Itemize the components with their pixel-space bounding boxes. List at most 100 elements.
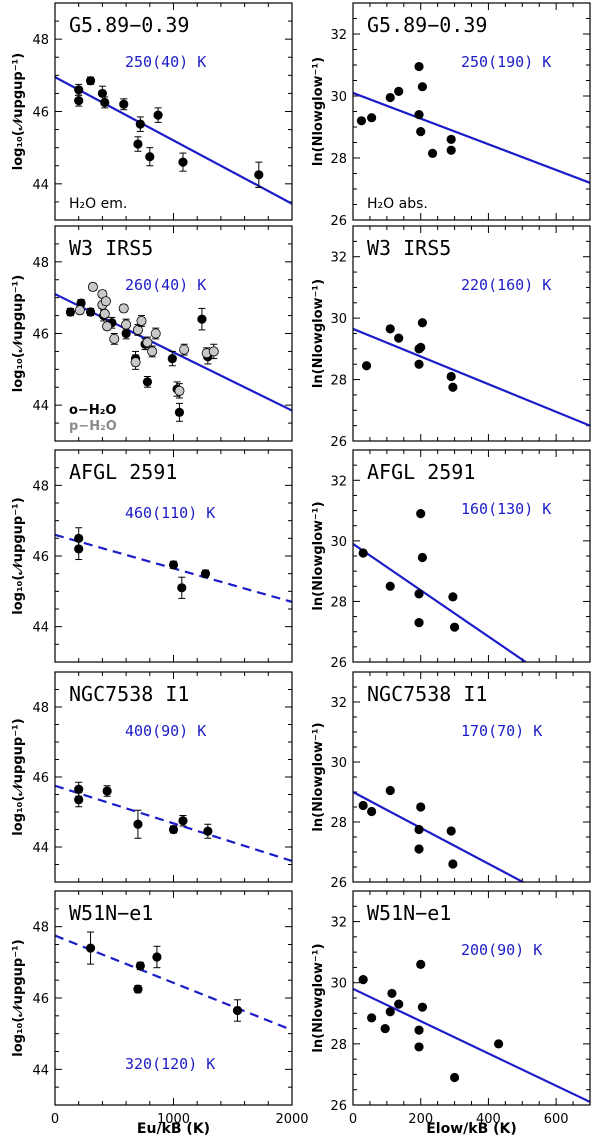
y-tick-label: 48 xyxy=(32,256,49,271)
panel-left-1: 44 46 48 G5.89−0.39 250(40) K H₂O em. log₁₀(𝒩u… xyxy=(11,2,293,221)
data-point xyxy=(136,315,147,326)
y-axis-label: log₁₀(𝒩upgup⁻¹) xyxy=(11,718,26,835)
y-tick-label: 44 xyxy=(32,621,49,636)
data-point xyxy=(85,76,96,86)
data-point xyxy=(179,344,190,355)
y-tick-label: 48 xyxy=(32,479,49,494)
temperature-label: 220(160) K xyxy=(461,276,551,294)
data-point xyxy=(367,806,377,817)
data-point xyxy=(130,357,141,368)
data-point xyxy=(150,328,161,339)
data-point xyxy=(387,988,397,999)
y-tick-label: 48 xyxy=(32,33,49,48)
y-tick-label: 44 xyxy=(32,841,49,856)
data-point xyxy=(174,407,185,417)
y-tick-label: 46 xyxy=(32,550,49,565)
data-point xyxy=(385,1007,395,1017)
data-point xyxy=(145,152,155,162)
panel-right-2: 26 28 30 32 W3 IRS5 220(160) K ln(Nlowglow⁻¹) xyxy=(311,225,591,450)
y-tick-label: 28 xyxy=(330,595,347,610)
data-point xyxy=(448,592,458,602)
plot-frame xyxy=(54,449,293,663)
data-point xyxy=(118,303,129,314)
panel-title: NGC7538 I1 xyxy=(367,682,487,706)
x-tick-label: 600 xyxy=(544,1112,569,1127)
data-point xyxy=(197,314,207,324)
data-point xyxy=(417,82,428,92)
data-point xyxy=(153,110,163,120)
y-axis-label: ln(Nlowglow⁻¹) xyxy=(311,57,326,166)
y-tick-label: 46 xyxy=(32,771,49,786)
panel-right-3: 26 28 30 32 AFGL 2591 160(130) K ln(Nlowglow⁻¹… xyxy=(311,449,591,671)
species-note: H₂O abs. xyxy=(367,196,428,212)
y-tick-label: 30 xyxy=(330,977,347,992)
fit-line xyxy=(55,76,292,205)
data-point xyxy=(394,999,404,1009)
data-point xyxy=(133,139,143,149)
data-point xyxy=(167,353,177,364)
data-point xyxy=(147,346,158,357)
y-tick-label: 32 xyxy=(330,251,347,266)
y-tick-label: 32 xyxy=(330,474,347,489)
x-tick-label: 2000 xyxy=(275,1112,308,1127)
panel-title: W51N−e1 xyxy=(69,901,153,925)
data-point xyxy=(178,816,188,826)
data-point xyxy=(100,296,111,307)
data-point xyxy=(203,826,213,836)
legend-o-h2o: o−H₂O xyxy=(69,403,116,418)
data-point xyxy=(99,308,110,319)
data-point xyxy=(133,819,143,829)
y-tick-label: 26 xyxy=(330,1099,347,1114)
data-point xyxy=(358,975,368,985)
data-point xyxy=(449,622,460,632)
plot-frame xyxy=(352,2,591,221)
data-point xyxy=(208,346,219,357)
data-point xyxy=(135,119,145,129)
plot-frame xyxy=(54,671,293,883)
panel-right-1: 26 28 30 32 G5.89−0.39 250(190) K H₂O abs. ln(N… xyxy=(311,2,591,229)
data-point xyxy=(414,110,424,120)
data-point xyxy=(448,859,458,869)
data-point xyxy=(102,786,112,796)
data-point xyxy=(132,324,143,335)
data-point xyxy=(85,943,96,953)
data-point xyxy=(385,92,395,103)
data-point xyxy=(119,99,129,109)
temperature-label: 160(130) K xyxy=(461,500,551,518)
y-tick-label: 32 xyxy=(330,916,347,931)
panel-right-5: 26 28 30 32 0 200 400 600 W51N−e1 200(90) K ln(Nlo… xyxy=(311,890,591,1137)
plot-frame xyxy=(54,225,293,442)
y-tick-label: 44 xyxy=(32,1063,49,1078)
data-point xyxy=(87,281,98,292)
temperature-label: 200(90) K xyxy=(461,941,542,959)
plot-frame xyxy=(352,671,591,883)
temperature-label: 320(120) K xyxy=(125,1055,215,1073)
data-point xyxy=(417,552,428,563)
data-point xyxy=(74,795,84,805)
y-tick-label: 46 xyxy=(32,106,49,121)
data-point xyxy=(358,548,368,558)
data-point xyxy=(74,85,84,95)
x-tick-label: 1000 xyxy=(157,1112,190,1127)
plot-frame xyxy=(352,449,591,663)
x-tick-label: 0 xyxy=(51,1112,59,1127)
species-note: H₂O em. xyxy=(69,196,127,212)
temperature-label: 260(40) K xyxy=(125,276,206,294)
data-point xyxy=(358,800,368,811)
panel-title: AFGL 2591 xyxy=(69,460,177,484)
data-point xyxy=(414,1025,424,1035)
data-point xyxy=(446,145,456,155)
data-point xyxy=(356,116,367,126)
data-point xyxy=(414,359,424,369)
y-axis-label: ln(Nlowglow⁻¹) xyxy=(311,722,326,831)
data-point xyxy=(416,342,426,352)
data-point xyxy=(385,581,395,591)
y-tick-label: 48 xyxy=(32,921,49,936)
data-point xyxy=(254,170,264,180)
data-point xyxy=(380,1023,390,1034)
data-point xyxy=(414,844,424,854)
fit-line xyxy=(55,934,292,1032)
data-point xyxy=(367,1013,377,1023)
y-tick-label: 44 xyxy=(32,399,49,414)
